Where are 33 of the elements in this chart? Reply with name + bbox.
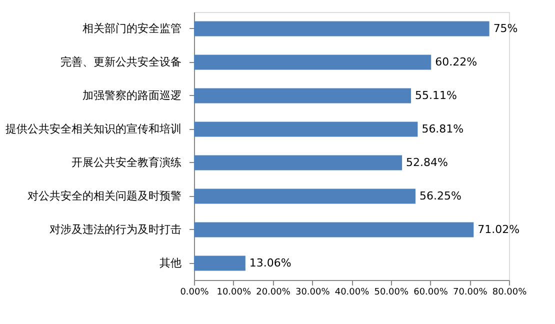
x-tick-label: 50.00%	[374, 288, 409, 298]
x-tick-label: 60.00%	[414, 288, 448, 298]
y-tick-label: 其他	[160, 256, 182, 270]
data-label: 56.25%	[419, 189, 462, 202]
x-tick-label: 70.00%	[452, 288, 488, 298]
bar	[194, 21, 490, 36]
bar	[194, 54, 432, 70]
x-tick-label: 10.00%	[216, 288, 252, 298]
y-tick-label: 开展公共安全教育演练	[72, 156, 182, 169]
data-label: 71.02%	[478, 222, 520, 236]
bar	[194, 155, 402, 170]
y-tick-label: 对公共安全的相关问题及时预警	[28, 189, 182, 202]
x-tick-label: 80.00%	[492, 288, 528, 298]
bar	[194, 256, 246, 271]
bar	[194, 222, 474, 238]
data-label: 55.11%	[414, 88, 457, 102]
x-tick-label: 40.00%	[334, 288, 370, 298]
y-tick-label: 相关部门的安全监管	[82, 22, 182, 35]
x-tick-label: 0.00%	[180, 288, 210, 298]
data-label: 60.22%	[435, 55, 478, 68]
bar	[194, 122, 418, 137]
x-tick-label: 20.00%	[256, 288, 291, 298]
y-tick-label: 提供公共安全相关知识的宣传和培训	[6, 122, 182, 136]
x-tick-label: 30.00%	[295, 288, 330, 298]
data-label: 52.84%	[406, 156, 448, 169]
y-tick-label: 完善、更新公共安全设备	[60, 55, 182, 68]
data-label: 56.81%	[422, 122, 464, 136]
data-label: 13.06%	[249, 256, 292, 270]
y-tick-label: 加强警察的路面巡逻	[82, 88, 182, 102]
bar	[194, 188, 416, 204]
bar	[194, 88, 411, 104]
y-tick-label: 对涉及违法的行为及时打击	[50, 222, 182, 236]
data-label: 75%	[493, 22, 518, 35]
